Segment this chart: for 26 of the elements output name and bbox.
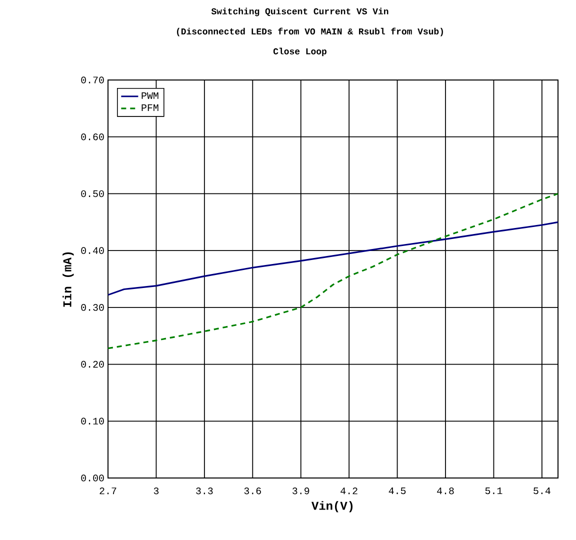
legend-label: PFM xyxy=(142,104,158,111)
x-tick-label: 3.6 xyxy=(244,487,261,494)
y-axis-title: Iin (mA) xyxy=(62,252,74,307)
y-tick-label: 0.50 xyxy=(81,190,104,198)
chart-title: Switching Quiscent Current VS Vin xyxy=(211,8,388,16)
y-tick-label: 0.10 xyxy=(81,418,104,425)
chart-subtitle: (Disconnected LEDs from VO MAIN & Rsubl from Vsub) xyxy=(176,28,443,36)
x-tick-label: 3.9 xyxy=(292,487,310,494)
x-tick-label: 4.2 xyxy=(340,487,358,494)
y-tick-label: 0.30 xyxy=(81,304,104,311)
legend-label: PWM xyxy=(142,92,158,99)
x-tick-label: 3 xyxy=(154,487,159,494)
text: Close Loop xyxy=(273,48,326,56)
y-tick-label: 0.40 xyxy=(81,247,104,254)
y-tick-label: 0.60 xyxy=(81,133,104,140)
line-series xyxy=(108,192,558,350)
y-tick-label: 0.20 xyxy=(81,360,104,368)
x-tick-label: 4.5 xyxy=(388,487,406,494)
y-tick-label: 0.70 xyxy=(81,76,104,84)
x-tick-label: 2.7 xyxy=(100,487,116,494)
x-tick-label: 4.8 xyxy=(437,487,454,494)
x-axis-title: Vin(V) xyxy=(311,501,353,512)
x-tick-label: 3.3 xyxy=(196,487,213,494)
x-tick-label: 5.4 xyxy=(534,487,550,494)
y-tick-label: 0.00 xyxy=(81,474,104,482)
x-tick-label: 5.1 xyxy=(485,487,502,494)
